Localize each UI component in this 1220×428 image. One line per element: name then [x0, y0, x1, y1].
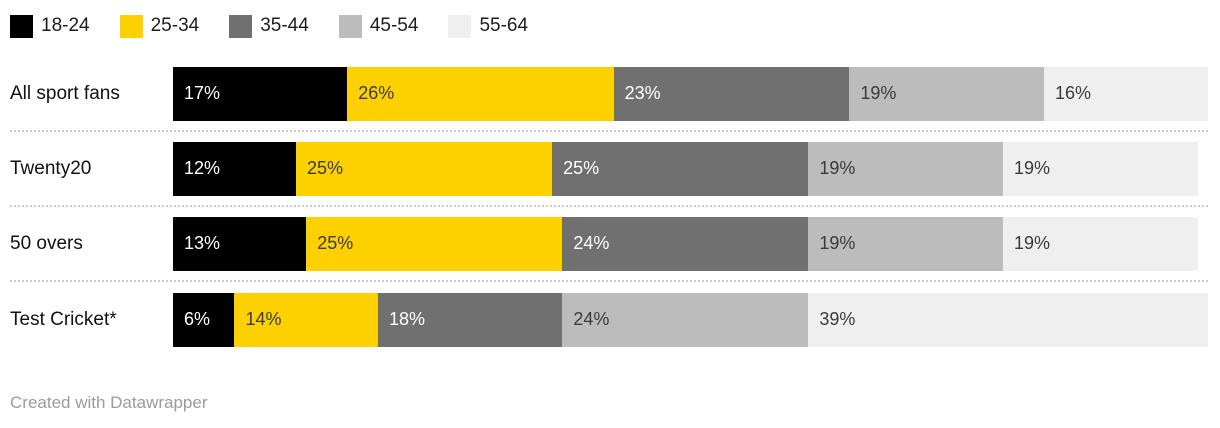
bar-segment: 18% — [377, 292, 563, 347]
bar-value-label: 24% — [573, 309, 610, 329]
bar-segment: 19% — [808, 141, 1004, 196]
bar-segment: 19% — [849, 66, 1044, 121]
legend-item: 35-44 — [229, 14, 309, 38]
bar-value-label: 25% — [317, 233, 354, 253]
bar-value-label: 19% — [1014, 233, 1051, 253]
bar-segment: 12% — [173, 141, 296, 196]
bar-segment: 19% — [1003, 141, 1198, 196]
row-label: 50 overs — [10, 232, 83, 254]
legend-swatch-icon — [448, 14, 472, 38]
legend-item: 18-24 — [10, 14, 90, 38]
bar-segment: 6% — [173, 292, 235, 347]
bar-segment: 17% — [173, 66, 348, 121]
bar-segment: 16% — [1044, 66, 1208, 121]
bar-track: 13% 25% 24% 19% 19% — [173, 216, 1208, 271]
row-label: Test Cricket* — [10, 308, 117, 330]
bar-track: 17% 26% 23% 19% 16% — [173, 66, 1208, 121]
bar-segment: 19% — [1003, 216, 1198, 271]
bar-value-label: 25% — [563, 158, 600, 178]
legend-item: 55-64 — [448, 14, 529, 38]
chart-row: Twenty20 12% 25% 25% 19% 19% — [10, 132, 1208, 207]
bar-value-label: 19% — [860, 83, 897, 103]
legend-label: 25-34 — [150, 15, 200, 36]
chart-footer: Created with Datawrapper — [10, 393, 1208, 413]
chart-legend: 18-24 25-34 35-44 45-54 55-64 — [10, 14, 1208, 38]
bar-value-label: 39% — [819, 309, 856, 329]
bar-value-label: 25% — [306, 158, 343, 178]
legend-label: 55-64 — [479, 15, 529, 36]
chart-row: 50 overs 13% 25% 24% 19% 19% — [10, 207, 1208, 282]
bar-segment: 25% — [295, 141, 553, 196]
bar-segment: 24% — [562, 292, 809, 347]
legend-swatch-icon — [10, 14, 33, 38]
legend-label: 18-24 — [41, 15, 90, 36]
bar-value-label: 12% — [184, 158, 221, 178]
legend-label: 35-44 — [260, 15, 309, 36]
legend-swatch-icon — [338, 14, 362, 38]
legend-item: 45-54 — [338, 14, 419, 38]
bar-value-label: 19% — [1014, 158, 1051, 178]
bar-segment: 19% — [808, 216, 1004, 271]
bar-track: 12% 25% 25% 19% 19% — [173, 141, 1208, 196]
bar-track: 6% 14% 18% 24% 39% — [173, 292, 1208, 347]
bar-value-label: 24% — [573, 233, 610, 253]
bar-segment: 25% — [552, 141, 809, 196]
bar-segment: 25% — [306, 216, 563, 271]
bar-value-label: 17% — [184, 83, 221, 103]
bar-value-label: 16% — [1055, 83, 1092, 103]
bar-value-label: 19% — [819, 233, 856, 253]
row-label: Twenty20 — [10, 157, 92, 179]
legend-swatch-icon — [229, 14, 253, 38]
bar-value-label: 6% — [184, 309, 211, 329]
bar-value-label: 14% — [245, 309, 282, 329]
bar-segment: 26% — [347, 66, 614, 121]
chart-row: All sport fans 17% 26% 23% 19% 16% — [10, 57, 1208, 132]
bar-segment: 24% — [562, 216, 809, 271]
bar-value-label: 23% — [624, 83, 661, 103]
bar-value-label: 26% — [358, 83, 395, 103]
bar-value-label: 13% — [184, 233, 221, 253]
chart-rows: All sport fans 17% 26% 23% 19% 16% Twenty20 12%… — [10, 57, 1208, 357]
bar-segment: 23% — [613, 66, 850, 121]
datawrapper-credit: Created with Datawrapper — [10, 393, 208, 412]
bar-value-label: 19% — [819, 158, 856, 178]
bar-segment: 14% — [234, 292, 378, 347]
chart-row: Test Cricket* 6% 14% 18% 24% 39% — [10, 282, 1208, 357]
bar-segment: 13% — [173, 216, 307, 271]
bar-segment: 39% — [808, 292, 1208, 347]
bar-value-label: 18% — [388, 309, 425, 329]
legend-item: 25-34 — [119, 14, 200, 38]
row-label: All sport fans — [10, 82, 120, 104]
legend-swatch-icon — [119, 14, 143, 38]
legend-label: 45-54 — [369, 15, 419, 36]
